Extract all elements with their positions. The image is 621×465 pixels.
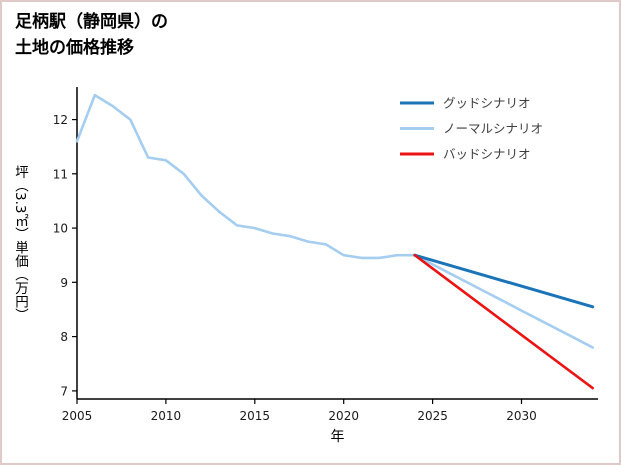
y-tick-label: 12 [53, 113, 68, 127]
y-tick-label: 11 [53, 167, 68, 181]
x-tick-label: 2005 [62, 409, 93, 423]
y-axis-label: 坪（3.3㎡）単価（万円） [12, 164, 28, 322]
legend-item-good-scenario: グッドシナリオ [400, 96, 531, 111]
chart-title-line-1: 足柄駅（静岡県）の [15, 12, 168, 32]
x-tick-label: 2010 [151, 409, 182, 423]
x-axis-label: 年 [330, 429, 345, 445]
legend-item-bad-scenario: バッドシナリオ [400, 147, 531, 162]
line-bad-scenario [413, 253, 595, 390]
line-good-scenario [413, 253, 595, 309]
x-tick-label: 2025 [417, 409, 448, 423]
legend-label-good-scenario: グッドシナリオ [443, 96, 531, 111]
y-tick-label: 8 [60, 330, 68, 344]
chart-title: 足柄駅（静岡県）の 土地の価格推移 [15, 10, 168, 61]
line-normal-scenario [75, 93, 595, 349]
chart-title-line-2: 土地の価格推移 [15, 37, 134, 58]
x-tick-label: 2015 [240, 409, 271, 423]
y-tick-label: 7 [60, 384, 68, 398]
legend-item-normal-scenario: ノーマルシナリオ [400, 121, 543, 136]
x-tick-label: 2020 [328, 409, 359, 423]
y-tick-label: 10 [53, 222, 68, 236]
legend-label-normal-scenario: ノーマルシナリオ [443, 121, 543, 136]
x-tick-label: 2030 [506, 409, 537, 423]
legend-label-bad-scenario: バッドシナリオ [443, 147, 531, 162]
y-tick-label: 9 [60, 276, 68, 290]
